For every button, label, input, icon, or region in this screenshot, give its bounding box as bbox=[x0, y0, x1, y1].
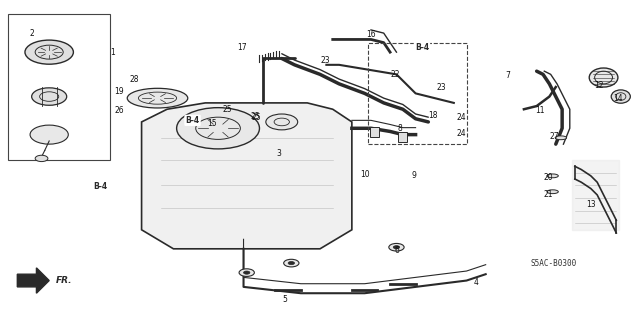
Text: B-4: B-4 bbox=[186, 116, 200, 125]
Circle shape bbox=[30, 125, 68, 144]
Text: 28: 28 bbox=[129, 75, 139, 84]
Text: 23: 23 bbox=[320, 56, 330, 65]
Ellipse shape bbox=[589, 68, 618, 87]
Text: B-4: B-4 bbox=[93, 182, 108, 191]
Bar bbox=[398, 132, 407, 142]
PathPatch shape bbox=[141, 103, 352, 249]
Ellipse shape bbox=[31, 88, 67, 105]
Ellipse shape bbox=[127, 88, 188, 108]
Text: S5AC-B0300: S5AC-B0300 bbox=[531, 259, 577, 268]
Text: 6: 6 bbox=[394, 246, 399, 255]
Text: 16: 16 bbox=[366, 30, 376, 39]
Circle shape bbox=[25, 40, 74, 64]
Circle shape bbox=[394, 246, 399, 249]
Circle shape bbox=[284, 259, 299, 267]
Text: 25: 25 bbox=[223, 105, 232, 114]
Circle shape bbox=[177, 108, 259, 149]
Text: 1: 1 bbox=[111, 48, 115, 57]
Ellipse shape bbox=[611, 90, 630, 103]
Circle shape bbox=[389, 244, 404, 251]
Text: 14: 14 bbox=[613, 94, 623, 103]
Ellipse shape bbox=[547, 190, 558, 194]
Text: 5: 5 bbox=[282, 295, 287, 304]
Polygon shape bbox=[17, 268, 49, 293]
Text: 21: 21 bbox=[543, 190, 553, 199]
Bar bbox=[368, 43, 467, 144]
Text: 3: 3 bbox=[276, 149, 281, 158]
Text: 25: 25 bbox=[250, 112, 260, 121]
Bar bbox=[370, 127, 379, 137]
Circle shape bbox=[35, 155, 48, 162]
Circle shape bbox=[288, 261, 294, 265]
Circle shape bbox=[239, 269, 254, 276]
Text: 9: 9 bbox=[412, 172, 417, 180]
Text: 4: 4 bbox=[474, 278, 479, 287]
Text: 27: 27 bbox=[550, 132, 559, 141]
Text: 7: 7 bbox=[506, 71, 511, 80]
Text: 12: 12 bbox=[595, 81, 604, 90]
Text: 22: 22 bbox=[390, 70, 400, 79]
Text: 20: 20 bbox=[543, 173, 553, 182]
Text: 15: 15 bbox=[207, 119, 216, 128]
Text: B-4: B-4 bbox=[415, 43, 429, 52]
Text: 8: 8 bbox=[397, 124, 402, 133]
Bar bbox=[8, 14, 109, 160]
Text: 17: 17 bbox=[237, 43, 247, 52]
Text: 25: 25 bbox=[252, 113, 261, 122]
Text: 18: 18 bbox=[429, 111, 438, 120]
Circle shape bbox=[244, 271, 250, 274]
Ellipse shape bbox=[547, 174, 558, 178]
Text: 10: 10 bbox=[360, 170, 369, 179]
Text: 13: 13 bbox=[586, 200, 596, 209]
Text: 24: 24 bbox=[457, 113, 467, 122]
Text: 26: 26 bbox=[115, 106, 124, 115]
Text: 11: 11 bbox=[535, 106, 545, 115]
Text: 24: 24 bbox=[457, 129, 467, 138]
Ellipse shape bbox=[555, 136, 566, 140]
Text: 19: 19 bbox=[115, 87, 124, 96]
Text: FR.: FR. bbox=[56, 276, 72, 285]
Circle shape bbox=[266, 114, 298, 130]
Text: 2: 2 bbox=[29, 28, 35, 38]
Text: 23: 23 bbox=[436, 83, 446, 92]
